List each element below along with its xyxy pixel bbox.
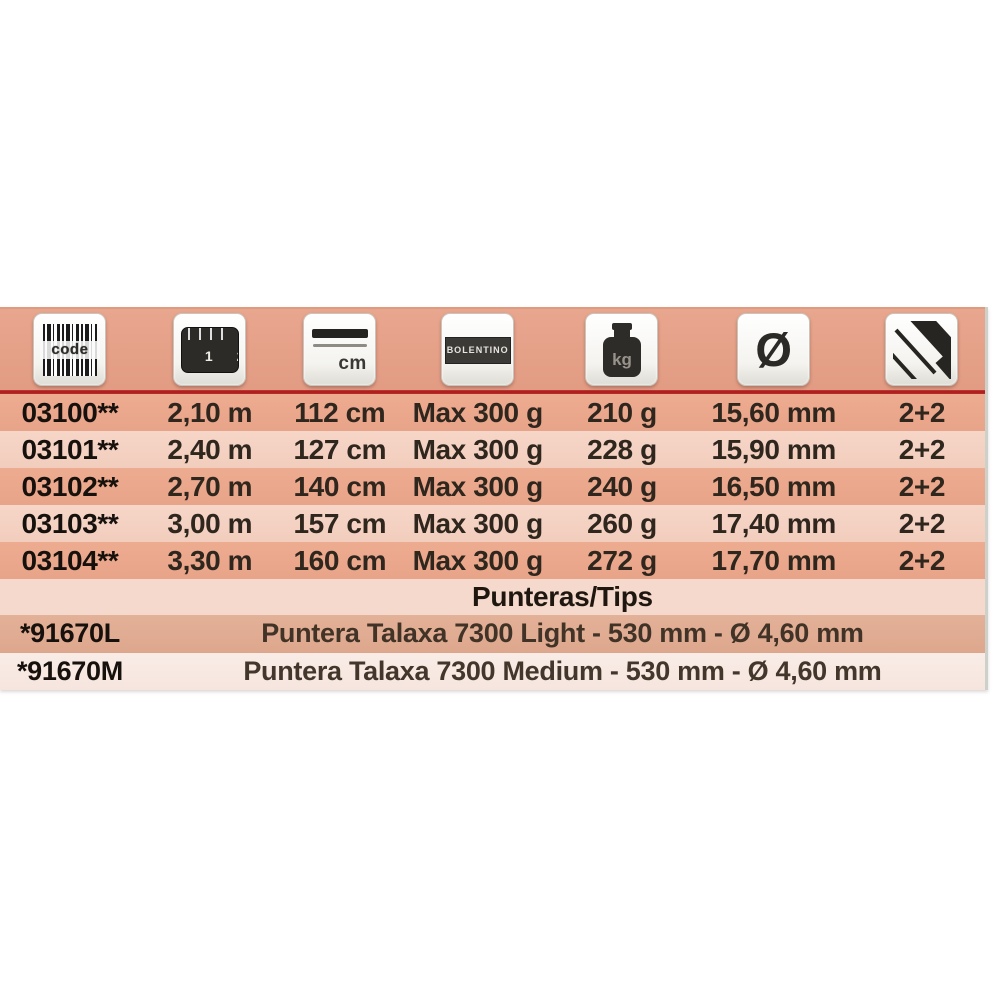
diameter-cell: 15,90 mm: [711, 433, 836, 465]
casting-cell: Max 300 g: [412, 507, 544, 539]
sections-icon: [885, 313, 959, 386]
casting-cell: Max 300 g: [412, 544, 544, 576]
header-col-sections: [859, 313, 985, 386]
ruler-icon: 0 1 2: [173, 313, 247, 386]
diameter-icon: Ø: [737, 313, 811, 386]
header-col-code: code: [0, 313, 140, 386]
sections-cell: 2+2: [898, 396, 946, 428]
length-cell: 2,70 m: [167, 470, 253, 502]
barcode-label: code: [39, 340, 100, 359]
weight-glyph: kg: [602, 322, 641, 377]
casting-weight-face: BOLENTINO: [444, 323, 511, 377]
code-cell: 03102**: [21, 470, 119, 502]
casting-cell: Max 300 g: [412, 433, 544, 465]
casting-cell: Max 300 g: [412, 396, 544, 428]
table-row: 03104** 3,30 m 160 cm Max 300 g 272 g 17…: [0, 542, 985, 579]
casting-weight-label: BOLENTINO: [446, 345, 509, 355]
casting-weight-band: BOLENTINO: [444, 336, 511, 364]
sections-cell: 2+2: [898, 470, 946, 502]
code-cell: 03100**: [21, 396, 119, 428]
closed-length-icon: cm: [303, 313, 377, 386]
closed-cell: 140 cm: [293, 470, 387, 502]
code-cell: 03104**: [21, 544, 119, 576]
tip-code: *91670M: [16, 655, 123, 686]
closed-cell: 157 cm: [293, 507, 387, 539]
weight-icon: kg: [585, 313, 659, 386]
length-cell: 3,30 m: [167, 544, 253, 576]
closed-cell: 127 cm: [293, 433, 387, 465]
table-row: 03103** 3,00 m 157 cm Max 300 g 260 g 17…: [0, 505, 985, 542]
header-divider: [0, 390, 985, 394]
header-col-casting-weight: BOLENTINO: [400, 313, 556, 386]
table-row: 03102** 2,70 m 140 cm Max 300 g 240 g 16…: [0, 468, 985, 505]
spec-table: code 0 1 2 cm: [0, 307, 988, 690]
diameter-cell: 17,40 mm: [711, 507, 836, 539]
sections-cell: 2+2: [898, 433, 946, 465]
tip-row: *91670M Puntera Talaxa 7300 Medium - 530…: [0, 652, 985, 690]
sections-glyph: [892, 320, 951, 379]
header-col-closed-length: cm: [280, 313, 400, 386]
weight-cell: 228 g: [587, 433, 657, 465]
closed-length-bar: [311, 328, 368, 338]
ruler-numbers: 0 1 2: [182, 347, 238, 364]
weight-cell: 210 g: [587, 396, 657, 428]
closed-cell: 160 cm: [293, 544, 387, 576]
closed-length-label: cm: [338, 352, 367, 374]
code-cell: 03103**: [21, 507, 119, 539]
weight-cell: 240 g: [587, 470, 657, 502]
tip-code: *91670L: [19, 618, 120, 649]
tips-section-title: Punteras/Tips: [472, 581, 653, 612]
header-col-weight: kg: [556, 313, 689, 386]
barcode-icon: code: [33, 313, 107, 386]
tips-section-header: Punteras/Tips: [0, 579, 985, 615]
weight-cell: 272 g: [587, 544, 657, 576]
sections-cell: 2+2: [898, 544, 946, 576]
header-col-diameter: Ø: [688, 313, 858, 386]
casting-weight-icon: BOLENTINO: [441, 313, 515, 386]
casting-cell: Max 300 g: [412, 470, 544, 502]
tip-row: *91670L Puntera Talaxa 7300 Light - 530 …: [0, 615, 985, 653]
closed-length-face: cm: [311, 323, 369, 377]
ruler-face: 0 1 2: [180, 326, 239, 373]
length-cell: 2,40 m: [167, 433, 253, 465]
diameter-cell: 17,70 mm: [711, 544, 836, 576]
length-cell: 3,00 m: [167, 507, 253, 539]
header-col-length: 0 1 2: [140, 313, 280, 386]
tip-description: Puntera Talaxa 7300 Light - 530 mm - Ø 4…: [261, 618, 864, 649]
table-header-row: code 0 1 2 cm: [0, 307, 985, 390]
weight-cell: 260 g: [587, 507, 657, 539]
diameter-cell: 16,50 mm: [711, 470, 836, 502]
table-row: 03100** 2,10 m 112 cm Max 300 g 210 g 15…: [0, 394, 985, 431]
closed-length-line: [312, 343, 367, 347]
sections-cell: 2+2: [898, 507, 946, 539]
tip-description: Puntera Talaxa 7300 Medium - 530 mm - Ø …: [243, 655, 882, 686]
svg-text:kg: kg: [612, 350, 632, 369]
diameter-cell: 15,60 mm: [711, 396, 836, 428]
closed-cell: 112 cm: [294, 396, 386, 428]
length-cell: 2,10 m: [167, 396, 253, 428]
ruler-ticks: [187, 327, 232, 340]
code-cell: 03101**: [21, 433, 119, 465]
barcode-bars: code: [39, 323, 100, 376]
diameter-glyph: Ø: [755, 323, 792, 376]
table-row: 03101** 2,40 m 127 cm Max 300 g 228 g 15…: [0, 431, 985, 468]
